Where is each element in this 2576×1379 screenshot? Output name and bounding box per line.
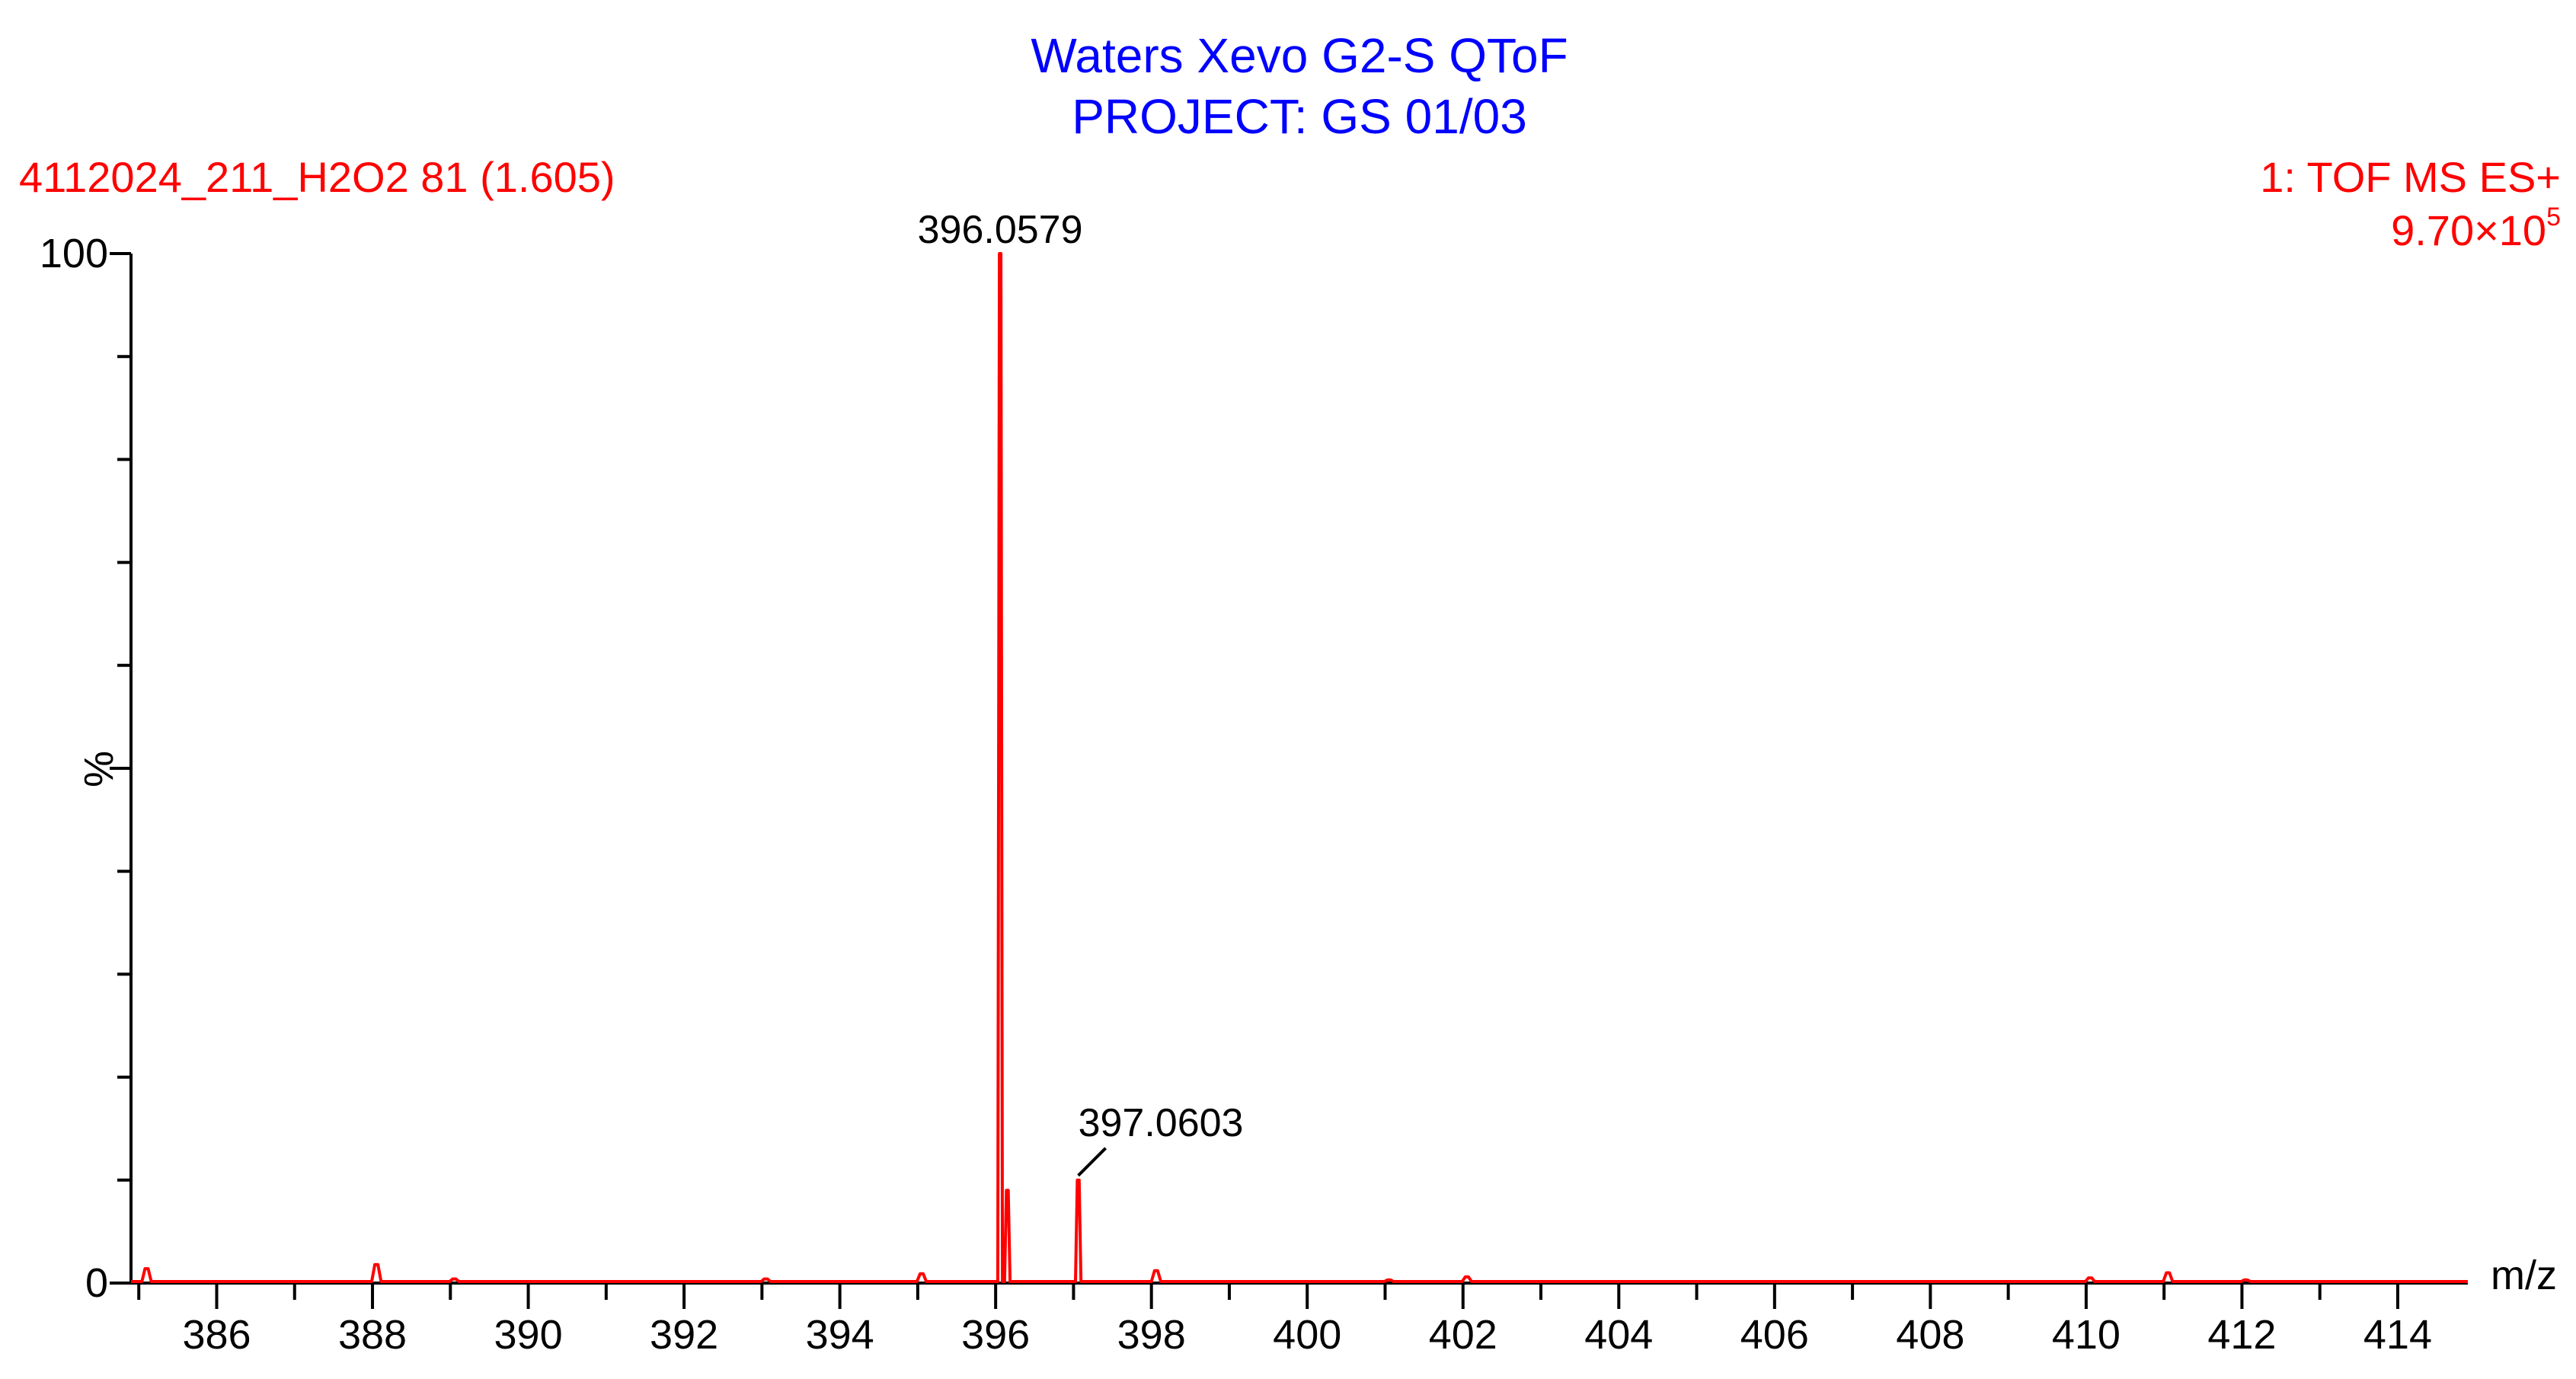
x-tick-label: 402 <box>1429 1312 1497 1358</box>
x-tick-label: 400 <box>1273 1312 1341 1358</box>
y-axis-title: % <box>76 751 122 787</box>
x-tick-label: 408 <box>1896 1312 1964 1358</box>
x-axis-title: m/z <box>2491 1253 2557 1298</box>
x-tick-label: 404 <box>1584 1312 1653 1358</box>
x-tick-label: 412 <box>2207 1312 2276 1358</box>
x-tick-label: 386 <box>182 1312 251 1358</box>
sample-label: 4112024_211_H2O2 81 (1.605) <box>19 153 615 201</box>
x-tick-label: 388 <box>338 1312 407 1358</box>
x-tick-label: 396 <box>961 1312 1030 1358</box>
intensity-mantissa: 9.70×10 <box>2391 206 2546 254</box>
x-tick-label: 410 <box>2052 1312 2121 1358</box>
scan-mode-label: 1: TOF MS ES+ <box>2260 153 2561 201</box>
project-title: PROJECT: GS 01/03 <box>1072 89 1527 144</box>
peak-label: 396.0579 <box>918 208 1083 252</box>
peak-label: 397.0603 <box>1079 1101 1244 1145</box>
peak-labels: 396.0579 397.0603 <box>918 208 1244 1177</box>
x-tick-label: 390 <box>494 1312 563 1358</box>
x-tick-label: 398 <box>1117 1312 1186 1358</box>
peak-leader <box>1077 1147 1107 1177</box>
x-tick-label: 406 <box>1740 1312 1809 1358</box>
x-tick-label: 392 <box>650 1312 718 1358</box>
intensity-scale-label: 9.70×105 <box>2391 203 2561 254</box>
intensity-exponent: 5 <box>2546 203 2561 231</box>
instrument-title: Waters Xevo G2-S QToF <box>1031 28 1568 83</box>
spectrum-trace <box>131 252 2468 1283</box>
chart-axes <box>129 254 2468 1285</box>
x-tick-label: 414 <box>2363 1312 2432 1358</box>
chart-ticks: 0 100% 386 388 390 392 394 396 398 400 402 404 406 40… <box>40 231 2557 1358</box>
y-tick-label: 0 <box>85 1260 108 1306</box>
y-tick-label: 100 <box>40 231 108 276</box>
x-tick-label: 394 <box>806 1312 874 1358</box>
